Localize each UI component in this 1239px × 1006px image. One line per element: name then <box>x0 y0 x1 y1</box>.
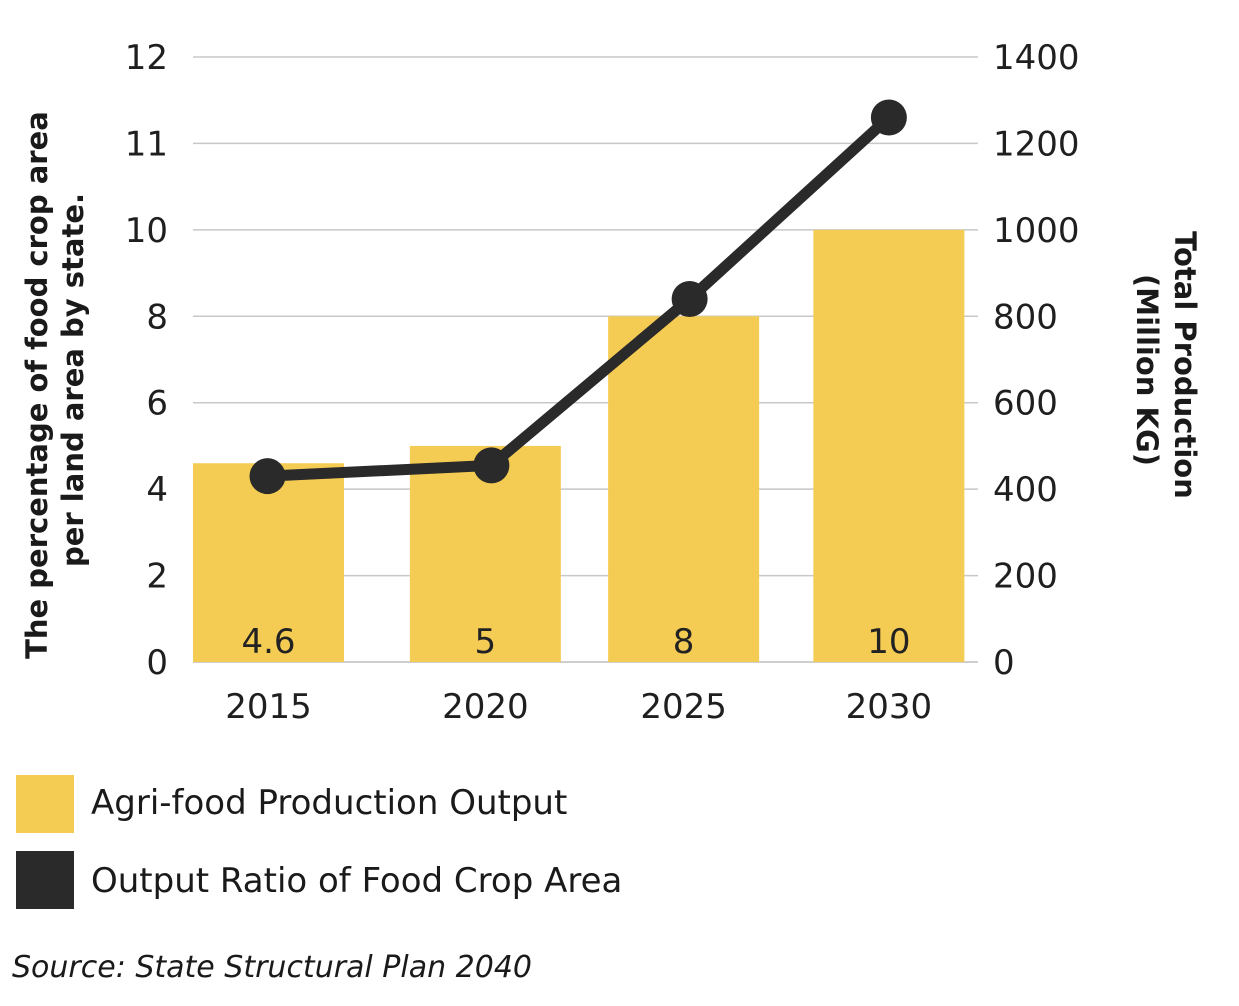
bar-value-label: 10 <box>867 622 910 662</box>
bar <box>193 463 344 662</box>
right-tick-label: 1400 <box>993 38 1080 78</box>
right-axis-ticks: 0 200 400 600 800 1000 1200 1400 <box>993 38 1080 683</box>
legend-label-line: Output Ratio of Food Crop Area <box>91 861 623 901</box>
left-tick-label: 11 <box>125 124 168 164</box>
right-tick-label: 1000 <box>993 211 1080 251</box>
bar-value-label: 5 <box>475 622 497 662</box>
left-tick-label: 4 <box>146 470 168 510</box>
series-line <box>262 112 895 482</box>
bars: 4.6 5 8 10 <box>193 229 965 662</box>
category-label: 2020 <box>442 687 529 727</box>
right-tick-label: 400 <box>993 470 1058 510</box>
left-tick-label: 12 <box>125 38 168 78</box>
right-tick-label: 1200 <box>993 124 1080 164</box>
category-labels: 2015 2020 2025 2030 <box>225 687 932 727</box>
right-tick-label: 800 <box>993 297 1058 337</box>
legend-swatch-line <box>16 851 74 909</box>
right-axis-title: Total Production (Million KG) <box>1130 231 1202 509</box>
right-tick-label: 600 <box>993 384 1058 424</box>
line-point <box>249 458 286 495</box>
bar-value-label: 4.6 <box>241 622 295 662</box>
left-axis-ticks: 0 2 4 6 8 10 11 12 <box>125 38 168 683</box>
line-point <box>671 281 708 317</box>
category-label: 2025 <box>640 687 727 727</box>
right-tick-label: 0 <box>993 643 1015 683</box>
bar-value-label: 8 <box>673 622 695 662</box>
right-tick-label: 200 <box>993 557 1058 597</box>
left-tick-label: 8 <box>146 297 168 337</box>
source-note: Source: State Structural Plan 2040 <box>12 950 533 985</box>
bar <box>608 316 760 662</box>
legend-swatch-bar <box>16 775 74 833</box>
category-label: 2015 <box>225 687 312 727</box>
bar <box>813 229 965 662</box>
category-label: 2030 <box>846 687 933 727</box>
left-tick-label: 0 <box>146 643 168 683</box>
legend-label-bar: Agri-food Production Output <box>91 783 568 823</box>
left-axis-title: The percentage of food crop area per lan… <box>20 101 90 659</box>
line-point <box>473 447 510 484</box>
left-tick-label: 6 <box>146 384 168 424</box>
left-tick-label: 2 <box>146 557 168 597</box>
left-tick-label: 10 <box>125 211 168 251</box>
line-series <box>249 99 907 495</box>
combo-chart: 4.6 5 8 10 0 2 4 6 8 10 11 12 0 200 400 600 800 1000 120… <box>20 38 1202 727</box>
line-point <box>870 99 907 136</box>
